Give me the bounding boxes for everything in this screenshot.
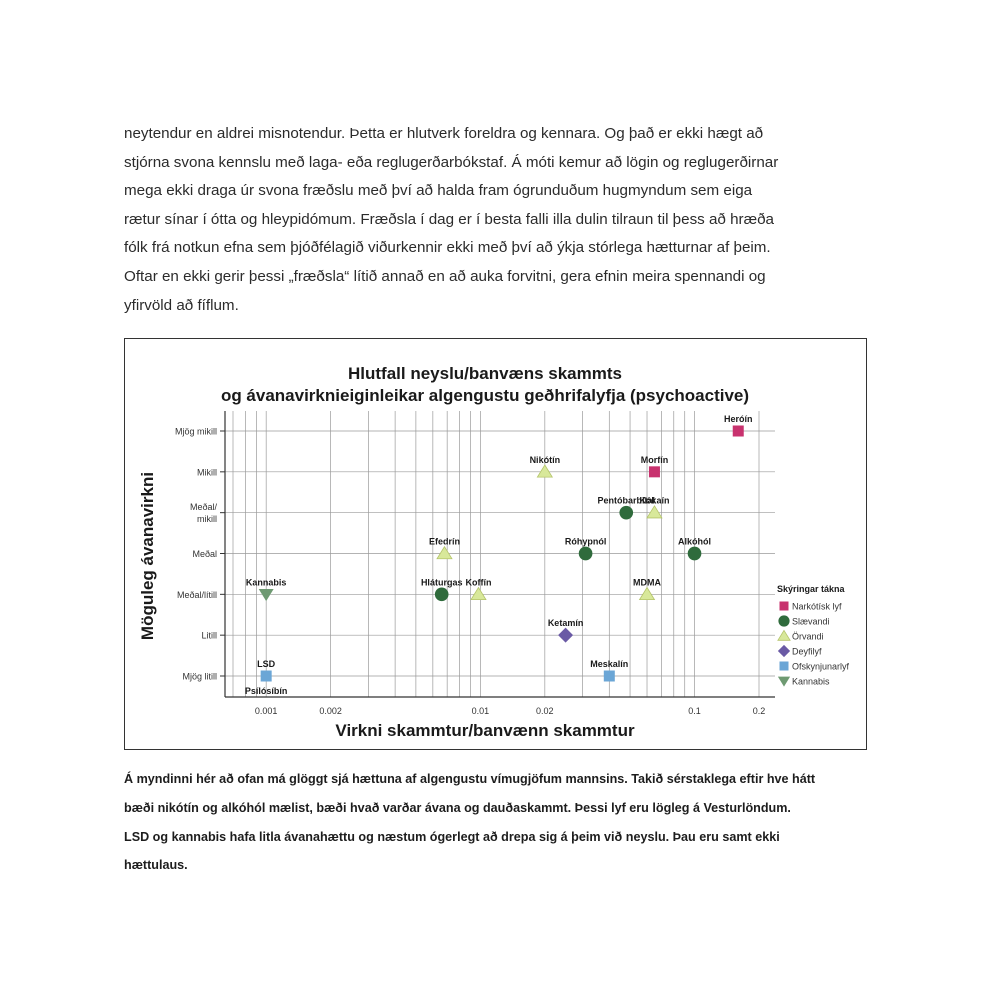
caption-line: bæði nikótín og alkóhól mælist, bæði hva…	[124, 800, 791, 815]
data-point	[638, 586, 656, 601]
data-label: LSD	[257, 659, 276, 669]
x-tick-label: 0.002	[319, 706, 342, 716]
legend-marker	[777, 644, 791, 658]
data-label: Meskalín	[590, 659, 628, 669]
legend-label: Narkótísk lyf	[792, 602, 842, 612]
data-point	[578, 546, 593, 561]
data-point	[260, 670, 272, 682]
body-line: rætur sínar í ótta og hleypidómum. Fræðs…	[124, 210, 774, 228]
y-tick-label: Meðal/lítill	[177, 590, 217, 600]
body-line: yfirvöld að fíflum.	[124, 296, 239, 314]
caption-line: Á myndinni hér að ofan má glöggt sjá hæt…	[124, 772, 816, 786]
y-tick-label: Meðal	[192, 549, 217, 559]
data-point	[619, 505, 634, 520]
caption-line: LSD og kannabis hafa litla ávanahættu og…	[124, 829, 780, 844]
data-label: Psílósíbín	[245, 686, 288, 696]
legend-marker	[777, 676, 791, 687]
data-label: Hláturgas	[421, 577, 463, 587]
data-point	[687, 546, 702, 561]
body-line: fólk frá notkun efna sem þjóðfélagið við…	[124, 239, 771, 257]
axes-layer	[220, 411, 775, 698]
x-tick-label: 0.2	[753, 706, 766, 716]
legend-label: Slævandi	[792, 617, 830, 627]
x-tick-label: 0.1	[688, 706, 701, 716]
data-point	[646, 505, 663, 519]
data-label: Efedrín	[429, 537, 460, 547]
data-point	[434, 587, 449, 602]
body-line: neytendur en aldrei misnotendur. Þetta e…	[124, 125, 764, 142]
legend: Skýringar tákna Narkótísk lyf Slævandi Örva…	[777, 584, 850, 687]
legend-label: Örvandi	[792, 632, 824, 642]
x-tick-label: 0.001	[255, 706, 278, 716]
legend-marker	[779, 601, 789, 611]
chart-title: Hlutfall neyslu/banvæns skammts	[348, 364, 622, 383]
data-point	[258, 589, 274, 602]
data-point	[648, 466, 660, 478]
data-point	[470, 586, 487, 601]
y-tick-label: mikill	[197, 514, 217, 524]
y-tick-label: Mikill	[197, 467, 217, 477]
data-label: Koffín	[465, 577, 491, 587]
legend-marker	[778, 615, 790, 627]
grid-layer	[225, 411, 775, 697]
data-label: Pentóbarbital	[597, 496, 655, 506]
x-axis-label: Virkni skammtur/banvænn skammtur	[335, 721, 635, 740]
legend-marker	[779, 661, 789, 671]
data-label: Heróín	[724, 414, 753, 424]
data-label: Kókaín	[639, 496, 669, 506]
data-point	[436, 545, 453, 560]
data-point	[603, 670, 615, 682]
data-point	[558, 627, 574, 643]
marks-layer	[258, 425, 744, 682]
data-label: Ketamín	[548, 618, 584, 628]
y-tick-label: Meðal/	[190, 502, 218, 512]
body-paragraph: neytendur en aldrei misnotendur. Þetta e…	[124, 120, 869, 320]
legend-marker	[777, 629, 791, 641]
x-tick-label: 0.01	[472, 706, 490, 716]
data-point	[732, 425, 744, 437]
legend-title: Skýringar tákna	[777, 584, 846, 594]
text-layer: Hlutfall neyslu/banvæns skammts og ávanav…	[138, 364, 765, 740]
body-line: Oftar en ekki gerir þessi „fræðsla“ líti…	[124, 267, 766, 285]
body-line: stjórna svona kennslu með laga- eða regl…	[124, 153, 779, 171]
y-tick-label: Litill	[201, 631, 217, 641]
data-label: Morfín	[641, 455, 669, 465]
data-label: Nikótín	[530, 455, 561, 465]
caption-line: hættulaus.	[124, 858, 188, 873]
data-label: MDMA	[633, 577, 661, 587]
y-axis-label: Möguleg ávanavirkni	[138, 472, 157, 640]
legend-label: Ofskynjunarlyf	[792, 662, 850, 672]
legend-label: Deyfilyf	[792, 647, 822, 657]
y-tick-label: Mjög mikill	[175, 427, 217, 437]
x-tick-label: 0.02	[536, 706, 554, 716]
data-label: Róhypnól	[565, 537, 607, 547]
data-label: Alkóhól	[678, 537, 711, 547]
chart-subtitle: og ávanavirknieiginleikar algengustu geð…	[221, 386, 749, 405]
figure-frame: Hlutfall neyslu/banvæns skammts og ávanav…	[124, 338, 867, 750]
data-label: Kannabis	[246, 577, 287, 587]
body-line: mega ekki draga úr svona fræðslu með því…	[124, 182, 753, 200]
legend-label: Kannabis	[792, 677, 830, 687]
scatter-chart: Hlutfall neyslu/banvæns skammts og ávanav…	[138, 364, 850, 740]
figure-caption: Á myndinni hér að ofan má glöggt sjá hæt…	[124, 765, 869, 880]
data-point	[536, 464, 554, 478]
y-tick-label: Mjög litill	[182, 672, 217, 682]
